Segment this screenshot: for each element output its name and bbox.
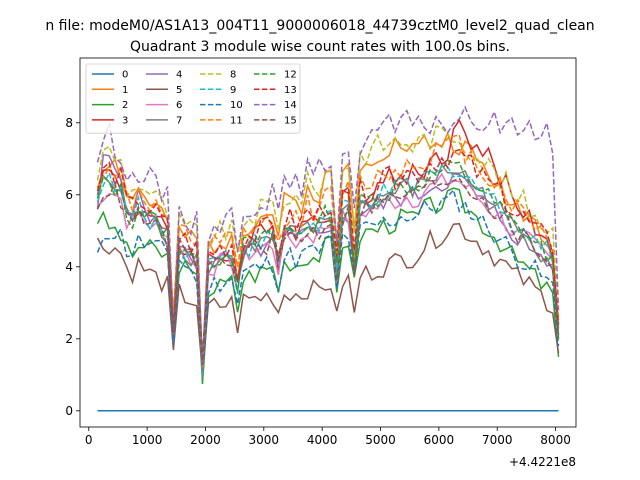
x-tick-label: 4000 bbox=[307, 433, 338, 447]
x-tick-label: 3000 bbox=[249, 433, 280, 447]
legend-label: 8 bbox=[230, 70, 236, 81]
legend-label: 7 bbox=[176, 115, 182, 126]
x-tick-label: 7000 bbox=[482, 433, 513, 447]
x-tick-label: 2000 bbox=[190, 433, 221, 447]
x-axis: 0 1000 2000 3000 4000 5000 6000 7000 8000 bbox=[85, 427, 571, 447]
x-tick-label: 5000 bbox=[365, 433, 396, 447]
legend-label: 5 bbox=[176, 85, 182, 96]
x-tick-label: 1000 bbox=[132, 433, 163, 447]
y-tick-label: 0 bbox=[65, 404, 73, 418]
series-line-15 bbox=[96, 176, 560, 366]
series-layer bbox=[96, 105, 560, 412]
legend-label: 13 bbox=[284, 85, 297, 96]
y-tick-label: 2 bbox=[65, 332, 73, 346]
x-offset-label: +4.4221e8 bbox=[509, 455, 576, 469]
y-tick-label: 8 bbox=[65, 116, 73, 130]
legend-label: 6 bbox=[176, 100, 182, 111]
x-tick-label: 6000 bbox=[424, 433, 455, 447]
legend-label: 0 bbox=[122, 70, 128, 81]
legend-label: 3 bbox=[122, 115, 128, 126]
legend-label: 4 bbox=[176, 70, 182, 81]
legend-label: 2 bbox=[122, 100, 128, 111]
chart-title: Quadrant 3 module wise count rates with … bbox=[130, 39, 510, 55]
legend-label: 1 bbox=[122, 85, 128, 96]
legend-label: 15 bbox=[284, 115, 297, 126]
figure-suptitle: n file: modeM0/AS1A13_004T11_9000006018_… bbox=[45, 18, 594, 34]
x-tick-label: 0 bbox=[85, 433, 93, 447]
legend-label: 12 bbox=[284, 70, 297, 81]
y-tick-label: 4 bbox=[65, 260, 73, 274]
legend-label: 10 bbox=[230, 100, 243, 111]
plot-frame bbox=[79, 57, 577, 428]
legend-label: 11 bbox=[230, 115, 243, 126]
legend-label: 14 bbox=[284, 100, 297, 111]
y-tick-label: 6 bbox=[65, 188, 73, 202]
series-line-10 bbox=[96, 188, 560, 369]
x-tick-label: 8000 bbox=[540, 433, 571, 447]
legend-label: 9 bbox=[230, 85, 236, 96]
legend-box bbox=[85, 63, 301, 134]
y-axis: 0 2 4 6 8 bbox=[65, 116, 80, 418]
